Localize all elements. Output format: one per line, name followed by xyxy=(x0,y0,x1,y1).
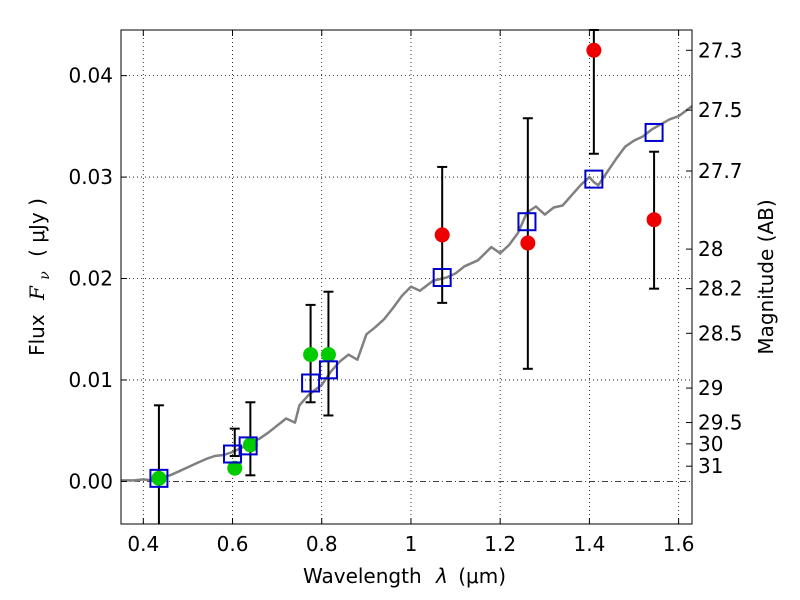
x-tick-label: 1.6 xyxy=(663,532,695,556)
observation-point xyxy=(520,235,536,251)
mag-tick-label: 30 xyxy=(698,432,723,456)
observation-point xyxy=(242,437,258,453)
y-axis-label: Flux F ν ( μJy ) xyxy=(25,198,54,356)
model-flux-marker xyxy=(318,360,338,380)
grid-lines xyxy=(121,30,692,524)
x-tick-label: 1.2 xyxy=(484,532,516,556)
y2-axis-label: Magnitude (AB) xyxy=(754,199,778,354)
observation-point xyxy=(586,42,602,58)
mag-tick-label: 27.7 xyxy=(698,159,743,183)
observation-point xyxy=(320,347,336,363)
mag-tick-label: 28.5 xyxy=(698,321,743,345)
x-tick-label: 1 xyxy=(405,532,418,556)
mag-tick-label: 31 xyxy=(698,454,723,478)
model-spectrum-line xyxy=(121,105,693,482)
observation-point xyxy=(646,212,662,228)
mag-tick-label: 29.5 xyxy=(698,411,743,435)
y-tick-label: 0.00 xyxy=(68,469,113,493)
plot-frame xyxy=(120,29,693,525)
observation-point xyxy=(434,227,450,243)
model-flux-marker xyxy=(149,468,169,488)
y-tick-label: 0.02 xyxy=(68,267,113,291)
x-axis-label: Wavelength λ (μm) xyxy=(303,564,506,588)
model-flux-marker xyxy=(517,212,537,232)
observation-point xyxy=(151,470,167,486)
observation-point xyxy=(303,347,319,363)
x-tick-label: 1.4 xyxy=(573,532,605,556)
y-tick-label: 0.03 xyxy=(68,165,113,189)
mag-tick-label: 29 xyxy=(698,376,723,400)
model-flux-marker xyxy=(432,268,452,288)
x-tick-label: 0.4 xyxy=(127,532,159,556)
x-tick-label: 0.8 xyxy=(306,532,338,556)
mag-tick-label: 27.3 xyxy=(698,38,743,62)
mag-tick-label: 27.5 xyxy=(698,98,743,122)
model-flux-marker xyxy=(644,122,664,142)
mag-tick-label: 28.2 xyxy=(698,277,743,301)
data-points-layer xyxy=(149,29,664,524)
model-spectrum-layer xyxy=(121,105,693,482)
model-flux-marker xyxy=(238,436,258,456)
x-tick-label: 0.6 xyxy=(217,532,249,556)
y-tick-label: 0.01 xyxy=(68,368,113,392)
y-tick-label: 0.04 xyxy=(68,64,113,88)
model-flux-marker xyxy=(301,373,321,393)
model-flux-marker xyxy=(584,169,604,189)
axis-ticks: 0.4 0.6 0.8 1 1.2 1.4 1.6 0.00 0.01 0.02 0.03 0.04 2… xyxy=(68,30,743,556)
mag-tick-label: 28 xyxy=(698,237,723,261)
observation-point xyxy=(227,460,243,476)
